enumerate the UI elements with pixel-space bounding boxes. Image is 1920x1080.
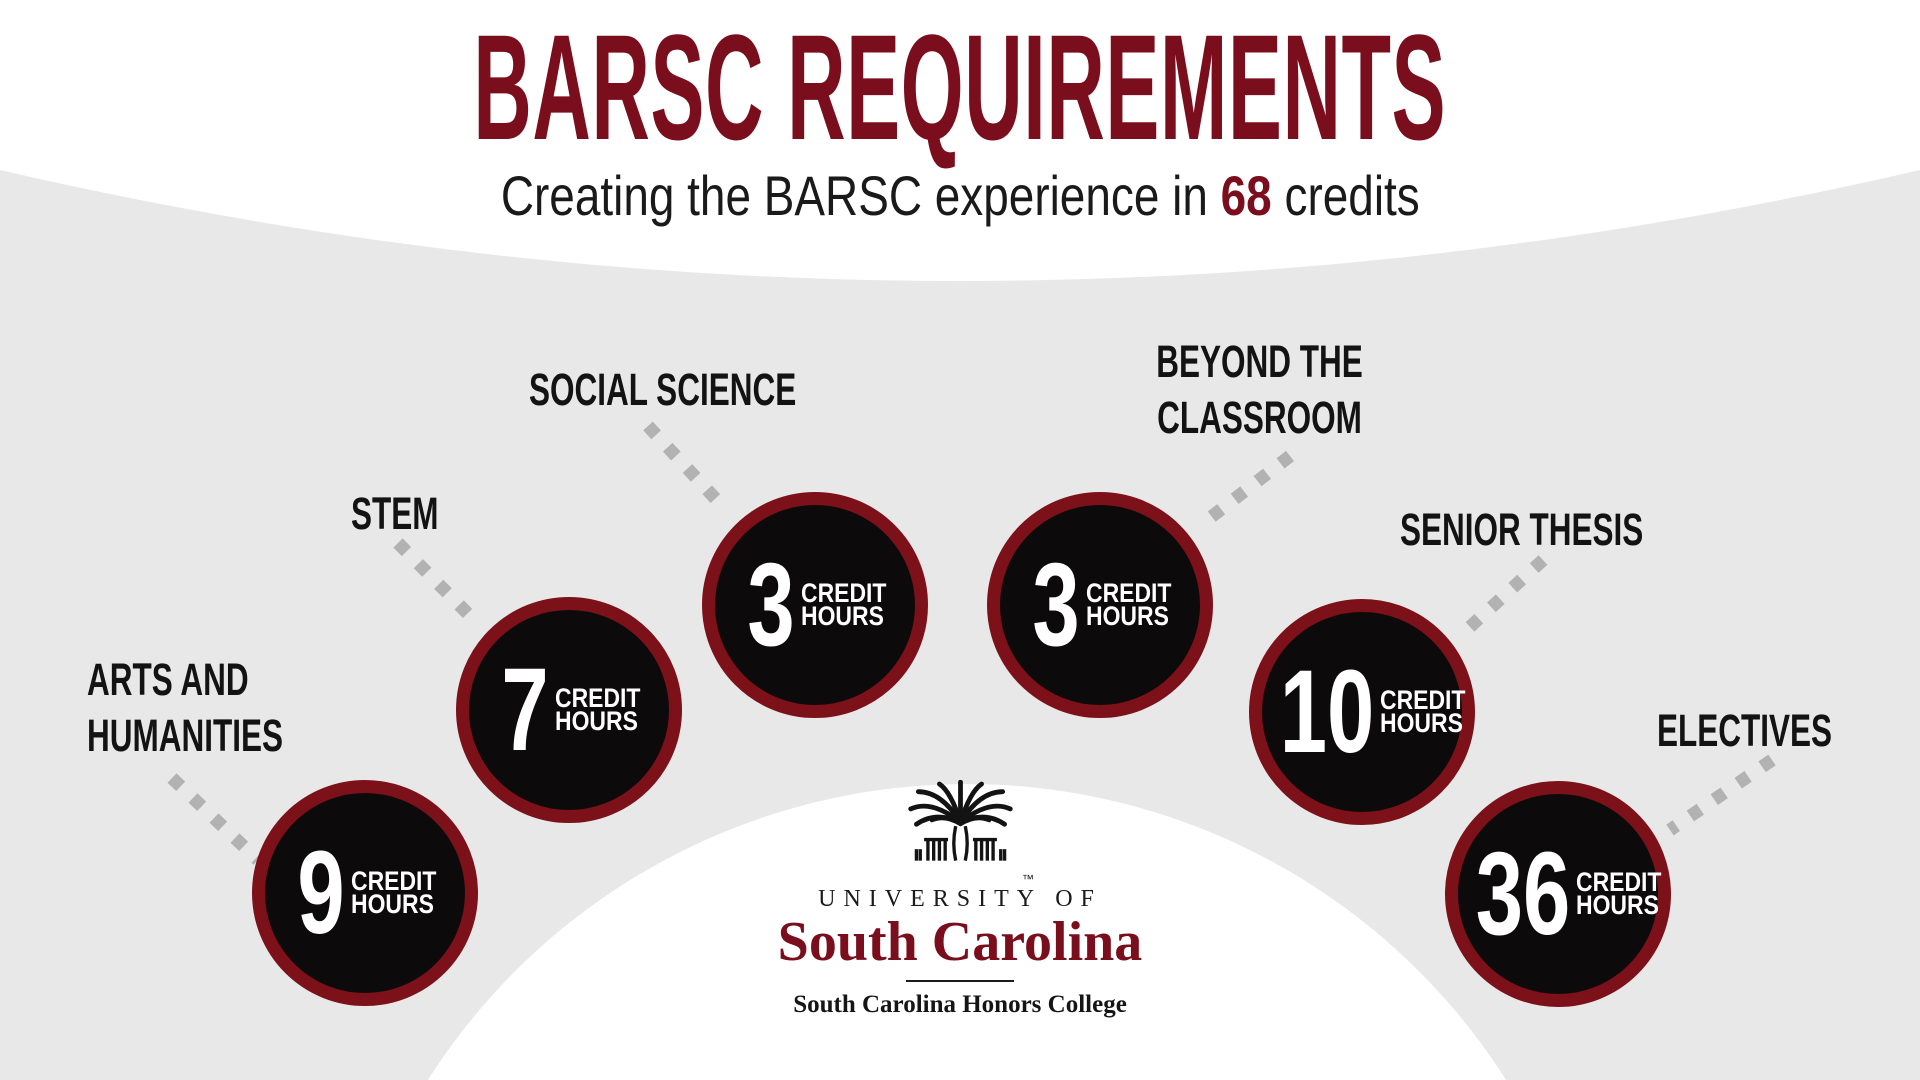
circle-content: 3 CREDIT HOURS xyxy=(1000,505,1200,705)
palmetto-tree-icon xyxy=(907,780,1013,862)
unit-line: CREDIT xyxy=(1576,867,1662,897)
unit-line: CREDIT xyxy=(1085,578,1171,608)
label-electives: ELECTIVES xyxy=(1657,703,1907,759)
unit-line: CREDIT xyxy=(554,683,640,713)
credit-unit: CREDIT HOURS xyxy=(800,578,902,631)
credit-count: 3 xyxy=(1032,539,1080,671)
unit-line: HOURS xyxy=(350,889,434,919)
label-arts-and-humanities-text: ARTS AND HUMANITIES xyxy=(87,652,283,764)
label-line: ARTS AND xyxy=(87,654,249,705)
unit-line: CREDIT xyxy=(350,866,436,896)
circle-electives: 36 CREDIT HOURS xyxy=(1445,781,1671,1007)
credit-unit: CREDIT HOURS xyxy=(350,866,452,919)
unit-line: HOURS xyxy=(554,706,638,736)
label-senior-thesis-text: SENIOR THESIS xyxy=(1400,502,1643,558)
label-line: SOCIAL SCIENCE xyxy=(529,364,797,415)
credit-count: 3 xyxy=(747,539,795,671)
header: BARSC REQUIREMENTS xyxy=(0,12,1920,162)
label-line: BEYOND THE xyxy=(1156,336,1364,387)
circle-content: 9 CREDIT HOURS xyxy=(265,793,465,993)
circle-content: 7 CREDIT HOURS xyxy=(469,610,669,810)
bottom-white-dome xyxy=(427,784,1507,1080)
label-beyond-the-classroom: BEYOND THE CLASSROOM xyxy=(1110,334,1410,446)
circle-content: 3 CREDIT HOURS xyxy=(715,505,915,705)
label-electives-text: ELECTIVES xyxy=(1657,703,1832,759)
usc-logo: ™ UNIVERSITY OF South Carolina South Car… xyxy=(710,780,1210,1019)
subtitle-text: Creating the BARSC experience in 68 cred… xyxy=(501,166,1420,226)
unit-line: HOURS xyxy=(800,601,884,631)
page-subtitle: Creating the BARSC experience in 68 cred… xyxy=(0,166,1920,226)
top-white-arc xyxy=(0,0,1920,281)
circle-social-science: 3 CREDIT HOURS xyxy=(702,492,928,718)
label-line: SENIOR THESIS xyxy=(1400,504,1644,555)
circle-arts-and-humanities: 9 CREDIT HOURS xyxy=(252,780,478,1006)
credit-count: 10 xyxy=(1279,646,1375,778)
label-line: CLASSROOM xyxy=(1157,392,1363,443)
circle-content: 36 CREDIT HOURS xyxy=(1458,794,1662,994)
unit-line: HOURS xyxy=(1085,601,1169,631)
label-senior-thesis: SENIOR THESIS xyxy=(1400,502,1748,558)
unit-line: HOURS xyxy=(1380,708,1464,738)
circle-stem: 7 CREDIT HOURS xyxy=(456,597,682,823)
label-beyond-the-classroom-text: BEYOND THE CLASSROOM xyxy=(1157,334,1364,446)
label-line: HUMANITIES xyxy=(87,710,283,761)
circle-content: 10 CREDIT HOURS xyxy=(1262,612,1466,812)
logo-university-of: UNIVERSITY OF xyxy=(818,886,1102,912)
logo-divider xyxy=(906,980,1014,982)
credit-unit: CREDIT HOURS xyxy=(1380,685,1481,738)
dotted-connector-stem xyxy=(393,538,481,627)
dotted-connector-senior-thesis xyxy=(1455,555,1548,641)
dotted-connector-arts-humanities xyxy=(167,773,263,865)
subtitle-prefix: Creating the BARSC experience in xyxy=(500,164,1221,227)
unit-line: HOURS xyxy=(1576,890,1660,920)
credit-unit: CREDIT HOURS xyxy=(1085,578,1187,631)
credit-unit: CREDIT HOURS xyxy=(554,683,656,736)
unit-line: CREDIT xyxy=(1380,685,1466,715)
label-line: STEM xyxy=(351,488,439,539)
label-social-science: SOCIAL SCIENCE xyxy=(529,362,911,418)
subtitle-suffix: credits xyxy=(1271,164,1420,227)
label-social-science-text: SOCIAL SCIENCE xyxy=(529,362,796,418)
dotted-connector-social-science xyxy=(643,421,731,515)
label-stem: STEM xyxy=(351,486,476,542)
credits-total: 68 xyxy=(1220,164,1272,227)
dotted-connector-beyond-classroom xyxy=(1202,450,1294,527)
dotted-connector-electives xyxy=(1666,754,1776,836)
credit-count: 7 xyxy=(501,644,549,776)
credit-count: 36 xyxy=(1475,828,1571,960)
label-line: ELECTIVES xyxy=(1657,705,1833,756)
unit-line: CREDIT xyxy=(800,578,886,608)
credit-unit: CREDIT HOURS xyxy=(1576,867,1677,920)
label-stem-text: STEM xyxy=(351,486,439,542)
circle-senior-thesis: 10 CREDIT HOURS xyxy=(1249,599,1475,825)
logo-honors-college: South Carolina Honors College xyxy=(793,991,1127,1018)
logo-south-carolina: South Carolina xyxy=(777,911,1143,973)
label-arts-and-humanities: ARTS AND HUMANITIES xyxy=(87,652,367,764)
credit-count: 9 xyxy=(297,827,345,959)
circle-beyond-the-classroom: 3 CREDIT HOURS xyxy=(987,492,1213,718)
page-title: BARSC REQUIREMENTS xyxy=(473,3,1447,171)
trademark-symbol: ™ xyxy=(1022,872,1034,886)
